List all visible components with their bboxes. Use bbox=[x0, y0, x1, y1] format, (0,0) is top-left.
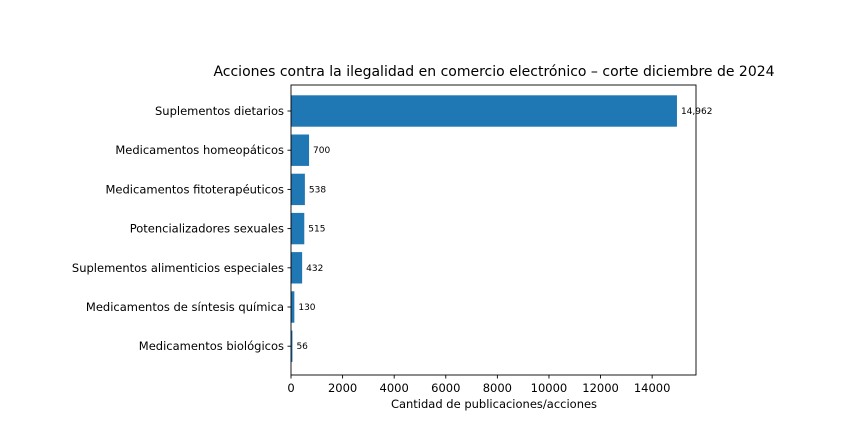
data-label: 432 bbox=[306, 264, 323, 274]
category-label: Potencializadores sexuales bbox=[130, 222, 284, 236]
x-tick-label: 6000 bbox=[431, 381, 460, 395]
category-label: Medicamentos de síntesis química bbox=[86, 300, 284, 314]
chart-title: Acciones contra la ilegalidad en comerci… bbox=[213, 64, 774, 80]
bar-suplementos-alimenticios-especiales bbox=[291, 252, 303, 284]
plot-frame bbox=[290, 84, 697, 376]
bar-suplementos-dietarios bbox=[291, 95, 677, 127]
data-label: 515 bbox=[308, 225, 325, 235]
x-tick-label: 0 bbox=[287, 381, 294, 395]
bars-group bbox=[291, 95, 677, 362]
x-tick-label: 14000 bbox=[634, 381, 671, 395]
x-axis-label: Cantidad de publicaciones/acciones bbox=[391, 397, 597, 411]
bar-medicamentos-homeopaticos bbox=[291, 134, 310, 166]
bar-medicamentos-biologicos bbox=[291, 330, 293, 362]
x-tick-label: 8000 bbox=[483, 381, 512, 395]
x-tick-label: 12000 bbox=[582, 381, 619, 395]
category-label: Medicamentos homeopáticos bbox=[115, 143, 284, 157]
data-label: 56 bbox=[296, 342, 308, 352]
x-axis-ticks: 0 2000 4000 6000 8000 10000 12000 14000 bbox=[287, 110, 671, 395]
category-label: Suplementos alimenticios especiales bbox=[72, 261, 284, 275]
data-label: 14,962 bbox=[681, 107, 713, 117]
bar-potencializadores-sexuales bbox=[291, 212, 305, 245]
bar-medicamentos-de-sintesis-quimica bbox=[291, 291, 295, 323]
data-label: 538 bbox=[309, 185, 326, 195]
x-tick-label: 2000 bbox=[328, 381, 357, 395]
data-label: 130 bbox=[298, 303, 315, 313]
data-labels: 14,962 700 538 515 432 130 56 bbox=[296, 107, 712, 352]
bar-medicamentos-fitoterapeuticos bbox=[291, 173, 305, 206]
x-tick-label: 4000 bbox=[380, 381, 409, 395]
category-label: Medicamentos fitoterapéuticos bbox=[106, 182, 285, 196]
x-tick-label: 10000 bbox=[531, 381, 568, 395]
category-labels: Suplementos dietarios Medicamentos homeop… bbox=[72, 104, 284, 353]
category-label: Suplementos dietarios bbox=[155, 104, 284, 118]
data-label: 700 bbox=[313, 146, 330, 156]
category-label: Medicamentos biológicos bbox=[139, 339, 284, 353]
